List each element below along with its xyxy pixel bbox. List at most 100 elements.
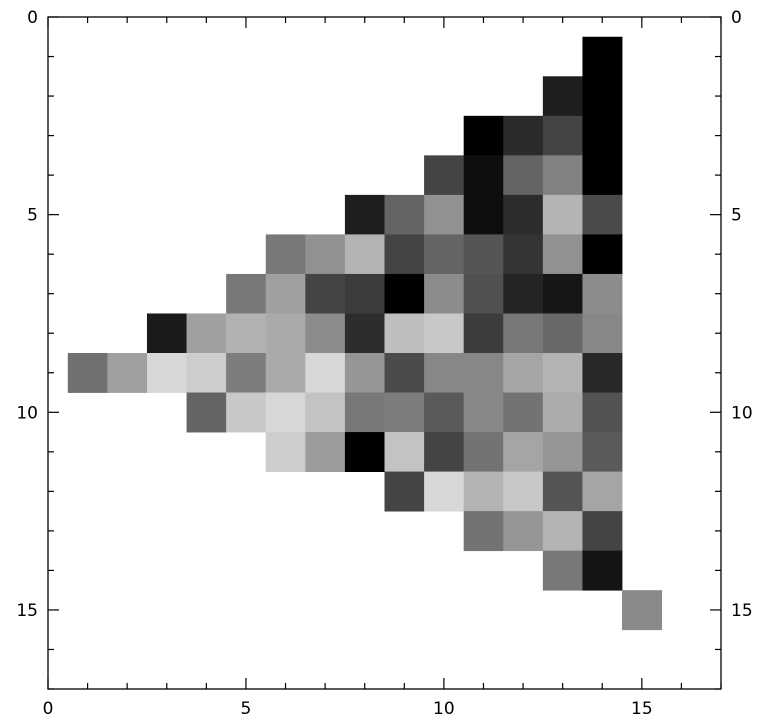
heatmap-cell	[305, 353, 346, 393]
heatmap-cell	[542, 550, 583, 591]
heatmap-cell	[503, 115, 544, 156]
heatmap-cell	[622, 590, 663, 631]
heatmap-cell	[463, 392, 504, 433]
heatmap-cell	[582, 36, 623, 77]
heatmap-cell	[305, 392, 346, 433]
heatmap-cell	[344, 353, 385, 393]
heatmap-cells	[67, 36, 663, 631]
heatmap-cell	[503, 273, 544, 314]
heatmap-cell	[503, 194, 544, 235]
heatmap-cell	[384, 353, 425, 393]
heatmap-cell	[186, 313, 227, 354]
y-tick-label-right: 10	[731, 403, 753, 423]
heatmap-cell	[463, 432, 504, 472]
heatmap-cell	[384, 471, 425, 512]
heatmap-cell	[542, 76, 583, 117]
heatmap-cell	[542, 115, 583, 156]
heatmap-cell	[344, 432, 385, 472]
heatmap-cell	[107, 353, 148, 393]
heatmap-cell	[582, 234, 623, 275]
heatmap-cell	[384, 313, 425, 354]
heatmap-cell	[503, 392, 544, 433]
x-tick-label: 5	[241, 699, 252, 719]
heatmap-cell	[582, 194, 623, 235]
heatmap-cell	[305, 313, 346, 354]
heatmap-cell	[542, 432, 583, 472]
heatmap-cell	[424, 313, 465, 354]
x-tick-label: 0	[43, 699, 54, 719]
y-tick-label-left: 5	[27, 206, 38, 226]
heatmap-cell	[582, 353, 623, 393]
heatmap-cell	[305, 234, 346, 275]
heatmap-cell	[384, 234, 425, 275]
heatmap-cell	[463, 273, 504, 314]
heatmap-cell	[186, 353, 227, 393]
heatmap-cell	[463, 511, 504, 552]
heatmap-cell	[542, 273, 583, 314]
heatmap-cell	[582, 76, 623, 117]
heatmap-cell	[503, 234, 544, 275]
heatmap-cell	[463, 115, 504, 156]
heatmap-cell	[542, 194, 583, 235]
heatmap-cell	[542, 392, 583, 433]
heatmap-cell	[424, 392, 465, 433]
heatmap-cell	[226, 353, 267, 393]
heatmap-cell	[146, 353, 187, 393]
heatmap-cell	[424, 471, 465, 512]
heatmap-cell	[384, 194, 425, 235]
heatmap-cell	[265, 273, 306, 314]
heatmap-cell	[424, 273, 465, 314]
heatmap-cell	[384, 392, 425, 433]
heatmap-cell	[503, 471, 544, 512]
x-tick-label: 15	[631, 699, 653, 719]
heatmap-cell	[503, 511, 544, 552]
heatmap-cell	[344, 313, 385, 354]
heatmap-cell	[265, 234, 306, 275]
heatmap-cell	[424, 194, 465, 235]
heatmap-cell	[582, 273, 623, 314]
heatmap-cell	[344, 273, 385, 314]
heatmap-cell	[344, 234, 385, 275]
heatmap-cell	[424, 155, 465, 196]
heatmap-cell	[503, 155, 544, 196]
heatmap-cell	[503, 432, 544, 472]
heatmap-cell	[265, 392, 306, 433]
heatmap-cell	[344, 392, 385, 433]
y-tick-label-right: 0	[731, 8, 742, 28]
heatmap-cell	[226, 313, 267, 354]
heatmap-cell	[582, 313, 623, 354]
heatmap-cell	[265, 353, 306, 393]
y-tick-label-right: 15	[731, 601, 753, 621]
heatmap-cell	[424, 353, 465, 393]
heatmap-cell	[542, 511, 583, 552]
heatmap-cell	[463, 155, 504, 196]
heatmap-cell	[226, 273, 267, 314]
heatmap-cell	[463, 471, 504, 512]
heatmap-cell	[384, 273, 425, 314]
heatmap-cell	[542, 155, 583, 196]
heatmap-cell	[463, 194, 504, 235]
heatmap-cell	[582, 392, 623, 433]
heatmap-cell	[582, 432, 623, 472]
heatmap-cell	[463, 234, 504, 275]
x-tick-label: 10	[433, 699, 455, 719]
heatmap-cell	[542, 471, 583, 512]
heatmap-cell	[463, 353, 504, 393]
heatmap-cell	[582, 511, 623, 552]
heatmap-cell	[582, 155, 623, 196]
y-tick-label-left: 10	[16, 403, 38, 423]
heatmap-cell	[146, 313, 187, 354]
heatmap-cell	[582, 550, 623, 591]
y-tick-label-left: 0	[27, 8, 38, 28]
heatmap-cell	[67, 353, 108, 393]
heatmap-cell	[265, 432, 306, 472]
y-tick-label-left: 15	[16, 601, 38, 621]
heatmap-cell	[226, 392, 267, 433]
heatmap-cell	[503, 313, 544, 354]
heatmap-cell	[344, 194, 385, 235]
heatmap-cell	[582, 471, 623, 512]
heatmap-cell	[305, 432, 346, 472]
y-tick-label-right: 5	[731, 206, 742, 226]
heatmap-cell	[424, 234, 465, 275]
heatmap-cell	[424, 432, 465, 472]
